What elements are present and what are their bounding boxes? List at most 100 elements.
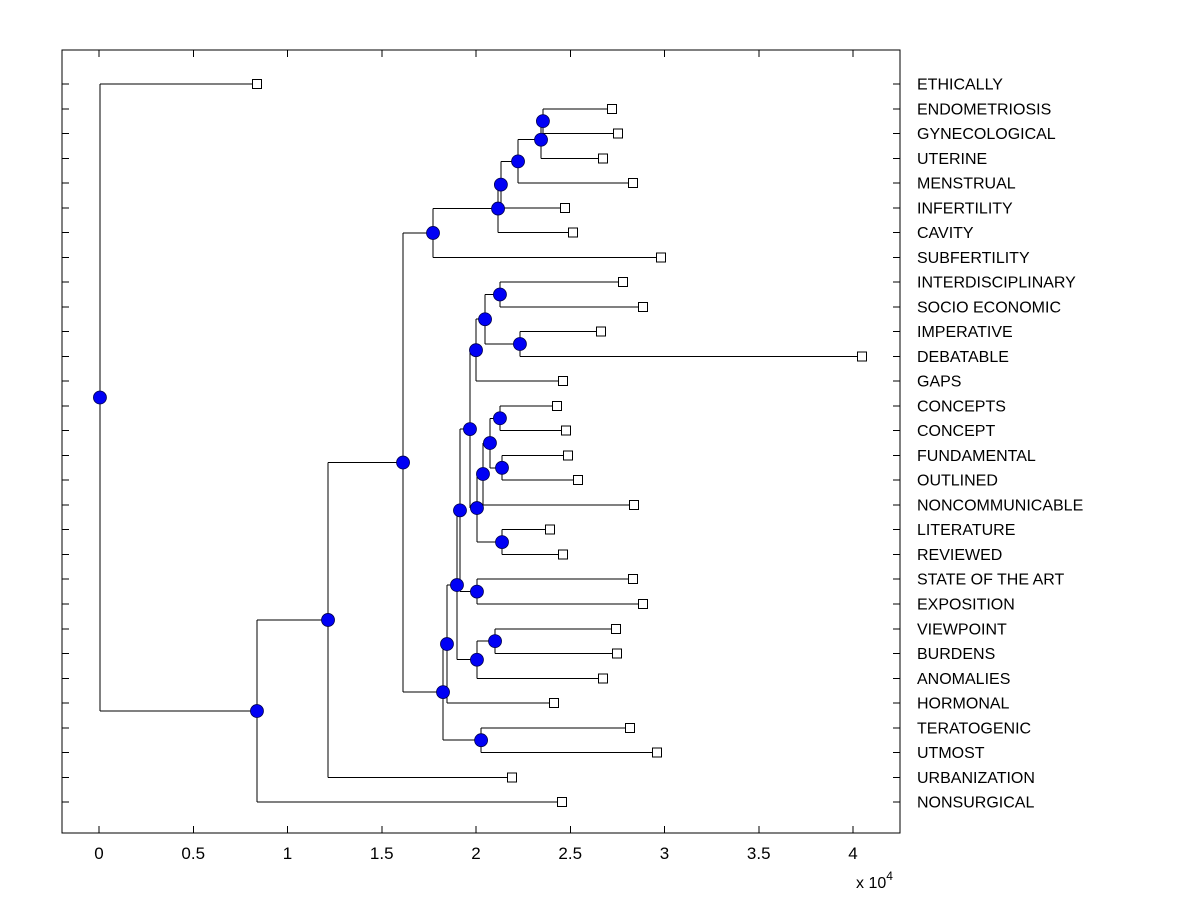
internal-node-marker xyxy=(463,422,477,437)
leaf-label: REVIEWED xyxy=(917,547,1002,564)
leaf-label: NONSURGICAL xyxy=(917,795,1034,812)
leaf-label: IMPERATIVE xyxy=(917,324,1013,341)
x-tick-label: 0 xyxy=(94,844,103,863)
leaf-marker xyxy=(611,648,622,659)
leaf-marker xyxy=(607,103,618,114)
internal-node-marker xyxy=(321,613,335,627)
leaf-marker xyxy=(857,351,868,362)
text-layer: 0 0.5 1 1.5 2 2.5 3 3.5 4 x 104 ETHICALLY ENDOMETRI… xyxy=(94,77,1083,893)
leaf-label: DEBATABLE xyxy=(917,349,1009,366)
internal-node-marker xyxy=(93,390,107,405)
internal-node-marker xyxy=(488,634,502,649)
internal-node-marker xyxy=(495,460,509,475)
leaf-label: MENSTRUAL xyxy=(917,176,1016,193)
leaf-label: CONCEPT xyxy=(917,423,995,440)
x-tick-label: 1 xyxy=(283,844,292,863)
leaf-marker xyxy=(572,475,583,486)
internal-node-marker xyxy=(474,733,488,748)
leaf-marker xyxy=(625,722,636,733)
leaf-label: ETHICALLY xyxy=(917,77,1003,94)
leaf-label: UTERINE xyxy=(917,151,987,168)
leaf-marker xyxy=(556,797,567,808)
leaf-label: FUNDAMENTAL xyxy=(917,448,1036,465)
leaf-label: CONCEPTS xyxy=(917,398,1006,415)
internal-node-marker xyxy=(536,114,550,129)
leaf-label: SOCIO ECONOMIC xyxy=(917,299,1061,316)
leaf-marker xyxy=(598,153,609,164)
x-tick-label: 0.5 xyxy=(181,844,205,863)
internal-node-marker xyxy=(453,503,467,518)
leaf-label: TERATOGENIC xyxy=(917,720,1031,737)
leaf-label: LITERATURE xyxy=(917,522,1015,539)
x-tick-label: 2 xyxy=(471,844,480,863)
internal-node-marker xyxy=(478,312,492,327)
internal-node-marker xyxy=(491,201,505,216)
x-tick-label: 4 xyxy=(848,844,857,863)
internal-node-marker xyxy=(470,652,484,667)
leaf-marker xyxy=(611,623,622,634)
leaf-marker xyxy=(638,301,649,312)
leaf-marker xyxy=(655,252,666,263)
leaf-label: UTMOST xyxy=(917,745,985,762)
leaf-label: HORMONAL xyxy=(917,696,1010,713)
internal-node-marker xyxy=(470,501,484,515)
leaf-label: CAVITY xyxy=(917,225,974,242)
internal-node-marker xyxy=(436,685,450,700)
leaf-marker xyxy=(549,698,560,709)
x-tick-label: 3.5 xyxy=(747,844,771,863)
internal-node-marker xyxy=(513,337,527,351)
leaf-marker xyxy=(595,326,606,337)
leaf-label: URBANIZATION xyxy=(917,770,1035,787)
leaf-marker xyxy=(628,178,639,189)
markers xyxy=(93,79,868,808)
leaf-label: EXPOSITION xyxy=(917,597,1015,614)
internal-node-marker xyxy=(469,343,483,358)
leaf-label: ANOMALIES xyxy=(917,671,1010,688)
leaf-marker xyxy=(552,400,563,411)
internal-node-marker xyxy=(493,287,507,302)
leaf-label: INTERDISCIPLINARY xyxy=(917,275,1076,292)
internal-node-marker xyxy=(470,584,484,599)
leaf-label: STATE OF THE ART xyxy=(917,572,1065,589)
leaf-marker xyxy=(638,599,649,610)
internal-node-marker xyxy=(534,132,548,147)
leaf-marker xyxy=(598,673,609,684)
axes xyxy=(61,49,901,834)
leaf-marker xyxy=(558,376,569,387)
leaf-label: INFERTILITY xyxy=(917,200,1013,217)
x-tick-label: 2.5 xyxy=(558,844,582,863)
leaf-label: OUTLINED xyxy=(917,473,998,490)
internal-node-marker xyxy=(426,226,440,240)
leaf-marker xyxy=(618,277,629,288)
internal-node-marker xyxy=(476,467,490,481)
internal-node-marker xyxy=(450,578,464,592)
internal-node-marker xyxy=(493,411,507,426)
leaf-marker xyxy=(628,499,639,510)
branch-lines xyxy=(99,83,863,803)
internal-node-marker xyxy=(483,436,497,450)
plot-box xyxy=(61,49,901,834)
leaf-marker xyxy=(560,425,571,436)
leaf-label: ENDOMETRIOSIS xyxy=(917,101,1051,118)
x-tick-label: 3 xyxy=(660,844,669,863)
leaf-label: GYNECOLOGICAL xyxy=(917,126,1056,143)
internal-node-marker xyxy=(396,455,410,470)
leaf-label: BURDENS xyxy=(917,646,995,663)
leaf-label: GAPS xyxy=(917,374,961,391)
internal-node-marker xyxy=(250,704,264,718)
leaf-label: VIEWPOINT xyxy=(917,621,1007,638)
leaf-label: NONCOMMUNICABLE xyxy=(917,497,1083,514)
internal-node-marker xyxy=(511,154,525,169)
leaf-marker xyxy=(651,747,662,758)
internal-node-marker xyxy=(440,637,454,651)
axis-multiplier-label: x 104 xyxy=(856,869,893,892)
leaf-marker xyxy=(567,227,578,238)
internal-node-marker xyxy=(493,177,508,192)
leaf-marker xyxy=(562,450,573,461)
leaf-marker xyxy=(612,128,623,139)
internal-node-marker xyxy=(495,535,509,549)
leaf-marker xyxy=(545,524,556,535)
x-tick-label: 1.5 xyxy=(370,844,394,863)
